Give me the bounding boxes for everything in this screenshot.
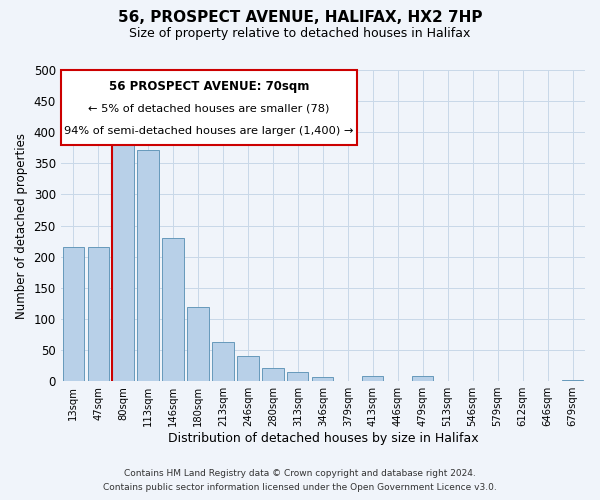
Bar: [88, 248, 109, 381]
Bar: [262, 368, 284, 381]
Text: Contains HM Land Registry data © Crown copyright and database right 2024.: Contains HM Land Registry data © Crown c…: [124, 468, 476, 477]
Bar: [362, 376, 383, 381]
Bar: [187, 306, 209, 381]
Text: 56, PROSPECT AVENUE, HALIFAX, HX2 7HP: 56, PROSPECT AVENUE, HALIFAX, HX2 7HP: [118, 10, 482, 25]
Bar: [212, 342, 233, 381]
Bar: [287, 372, 308, 381]
Text: Contains public sector information licensed under the Open Government Licence v3: Contains public sector information licen…: [103, 484, 497, 492]
Bar: [137, 150, 158, 381]
Bar: [412, 376, 433, 381]
Text: ← 5% of detached houses are smaller (78): ← 5% of detached houses are smaller (78): [88, 104, 329, 114]
FancyBboxPatch shape: [61, 70, 357, 144]
Bar: [562, 380, 583, 381]
Text: 94% of semi-detached houses are larger (1,400) →: 94% of semi-detached houses are larger (…: [64, 126, 353, 136]
Text: Size of property relative to detached houses in Halifax: Size of property relative to detached ho…: [130, 28, 470, 40]
Bar: [163, 238, 184, 381]
Text: 56 PROSPECT AVENUE: 70sqm: 56 PROSPECT AVENUE: 70sqm: [109, 80, 309, 93]
Y-axis label: Number of detached properties: Number of detached properties: [15, 132, 28, 318]
X-axis label: Distribution of detached houses by size in Halifax: Distribution of detached houses by size …: [167, 432, 478, 445]
Bar: [238, 356, 259, 381]
Bar: [62, 248, 84, 381]
Bar: [112, 130, 134, 381]
Bar: [312, 377, 334, 381]
